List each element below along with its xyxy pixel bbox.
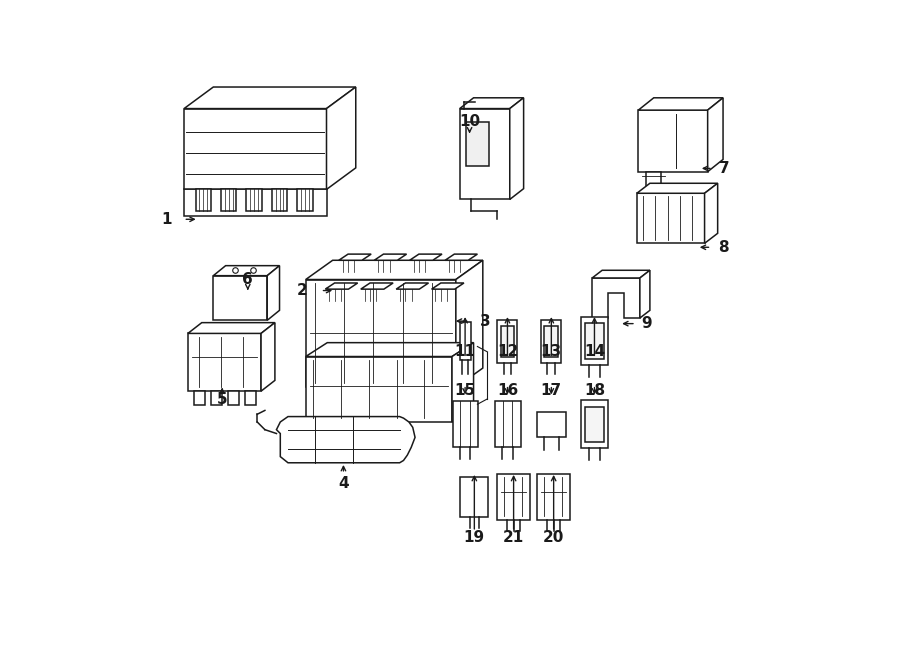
Polygon shape — [541, 321, 562, 363]
Polygon shape — [461, 477, 488, 517]
Polygon shape — [184, 87, 356, 108]
Polygon shape — [338, 254, 371, 260]
Polygon shape — [581, 401, 608, 448]
Polygon shape — [705, 183, 717, 243]
Polygon shape — [460, 108, 509, 200]
Text: 3: 3 — [481, 313, 491, 329]
Polygon shape — [188, 333, 261, 391]
Polygon shape — [585, 407, 604, 442]
Polygon shape — [272, 190, 287, 211]
Text: 19: 19 — [464, 530, 485, 545]
Polygon shape — [213, 266, 280, 276]
Polygon shape — [247, 190, 262, 211]
Polygon shape — [638, 98, 723, 110]
Polygon shape — [592, 270, 650, 278]
Polygon shape — [267, 266, 280, 321]
Polygon shape — [544, 327, 558, 356]
Text: 21: 21 — [503, 530, 524, 545]
Text: 12: 12 — [497, 344, 518, 359]
Text: 7: 7 — [719, 161, 730, 176]
Polygon shape — [396, 283, 428, 289]
Text: 16: 16 — [497, 383, 518, 399]
Polygon shape — [646, 172, 662, 187]
Text: 11: 11 — [454, 344, 475, 359]
Polygon shape — [306, 356, 452, 422]
Polygon shape — [327, 87, 356, 190]
Polygon shape — [466, 122, 489, 167]
Text: 9: 9 — [642, 316, 652, 331]
Polygon shape — [245, 391, 256, 405]
Polygon shape — [453, 401, 478, 447]
Text: 15: 15 — [454, 383, 476, 399]
Polygon shape — [306, 260, 482, 280]
Polygon shape — [188, 323, 274, 333]
Polygon shape — [410, 254, 442, 260]
Polygon shape — [184, 190, 327, 216]
Polygon shape — [536, 412, 566, 437]
Text: 13: 13 — [541, 344, 562, 359]
Text: 1: 1 — [161, 212, 172, 227]
Polygon shape — [585, 323, 604, 359]
Polygon shape — [495, 401, 520, 447]
Text: 4: 4 — [338, 477, 349, 491]
Polygon shape — [637, 183, 717, 193]
Polygon shape — [592, 278, 640, 318]
Text: 20: 20 — [543, 530, 564, 545]
Text: 10: 10 — [459, 114, 480, 128]
Polygon shape — [213, 276, 267, 321]
Polygon shape — [638, 110, 707, 172]
Text: 18: 18 — [584, 383, 605, 399]
Polygon shape — [498, 473, 530, 520]
Polygon shape — [498, 321, 518, 363]
Polygon shape — [361, 283, 393, 289]
Polygon shape — [452, 342, 473, 422]
Polygon shape — [537, 473, 570, 520]
Polygon shape — [637, 193, 705, 243]
Text: 2: 2 — [296, 283, 307, 298]
Polygon shape — [640, 270, 650, 318]
Polygon shape — [306, 280, 456, 387]
Polygon shape — [276, 416, 415, 463]
Polygon shape — [460, 98, 524, 108]
Polygon shape — [221, 190, 237, 211]
Polygon shape — [261, 323, 274, 391]
Polygon shape — [707, 98, 723, 172]
Polygon shape — [460, 322, 472, 360]
Polygon shape — [500, 327, 515, 356]
Polygon shape — [432, 283, 464, 289]
Polygon shape — [211, 391, 221, 405]
Polygon shape — [509, 98, 524, 200]
Polygon shape — [306, 342, 473, 356]
Text: 8: 8 — [718, 240, 728, 254]
Polygon shape — [184, 108, 327, 190]
Polygon shape — [325, 283, 357, 289]
Polygon shape — [297, 190, 312, 211]
Text: 17: 17 — [541, 383, 562, 399]
Text: 6: 6 — [242, 272, 253, 287]
Polygon shape — [456, 260, 482, 387]
Polygon shape — [374, 254, 407, 260]
Polygon shape — [581, 317, 608, 365]
Polygon shape — [195, 190, 211, 211]
Text: 14: 14 — [584, 344, 605, 359]
Text: 5: 5 — [217, 393, 228, 407]
Polygon shape — [228, 391, 238, 405]
Polygon shape — [194, 391, 205, 405]
Polygon shape — [446, 254, 477, 260]
